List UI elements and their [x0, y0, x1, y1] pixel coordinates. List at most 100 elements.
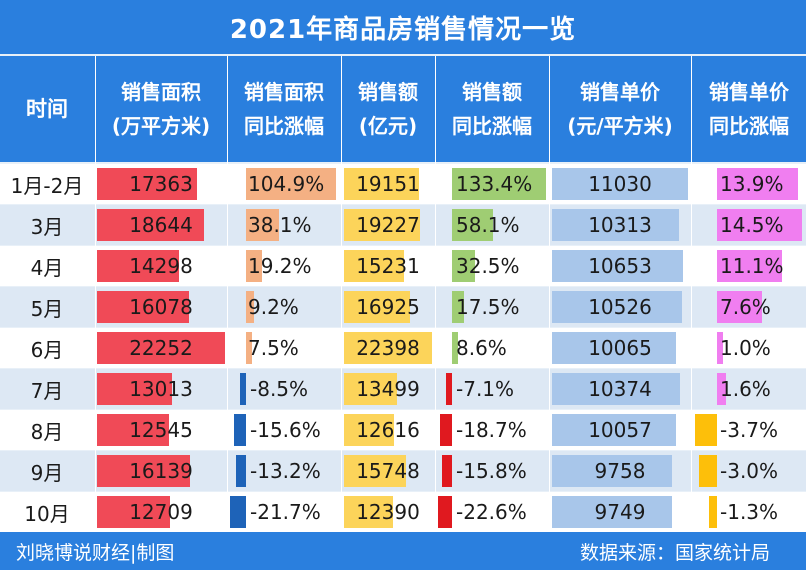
amount-yoy-bar: [452, 250, 475, 282]
area-yoy-bar: [230, 496, 246, 528]
month-cell: 1月-2月: [10, 173, 84, 198]
amount-yoy-value: -22.6%: [456, 500, 527, 524]
amount-bar: [344, 250, 404, 282]
header-amount-yoy-line1: 销售额: [462, 80, 522, 104]
column-divider: [95, 56, 96, 532]
area-yoy-bar: [234, 414, 246, 446]
amount-value: 19151: [356, 172, 420, 196]
amount-yoy-bar: [452, 332, 458, 364]
column-divider: [435, 56, 436, 532]
table-row: 10月 12709 -21.7% 12390 -22.6% 9749 -1.3%: [0, 492, 806, 532]
price-value: 10313: [588, 213, 652, 237]
price-value: 10374: [588, 377, 652, 401]
header-amount-line2: (亿元): [358, 114, 418, 138]
month-cell: 9月: [30, 460, 64, 485]
price-yoy-bar: [717, 373, 726, 405]
area-yoy-value: 104.9%: [248, 172, 325, 196]
price-bar: [552, 373, 680, 405]
header-area-line2: (万平方米): [111, 114, 211, 138]
area-bar: [97, 414, 169, 446]
area-yoy-bar: [246, 250, 262, 282]
amount-yoy-value: 58.1%: [456, 213, 520, 237]
area-yoy-bar: [246, 332, 252, 364]
area-value: 12709: [129, 500, 193, 524]
price-bar: [552, 250, 683, 282]
area-value: 17363: [129, 172, 193, 196]
area-yoy-bar: [246, 209, 279, 241]
table-row: 3月 18644 38.1% 19227 58.1% 10313 14.5%: [0, 205, 806, 245]
area-value: 22252: [129, 336, 193, 360]
amount-bar: [344, 455, 406, 487]
amount-yoy-bar: [452, 209, 493, 241]
month-cell: 8月: [30, 419, 64, 444]
header-price-yoy-line1: 销售单价: [709, 80, 789, 104]
amount-yoy-bar: [446, 373, 452, 405]
area-bar: [97, 168, 197, 200]
amount-value: 13499: [356, 377, 420, 401]
area-value: 14298: [129, 254, 193, 278]
amount-bar: [344, 168, 419, 200]
amount-value: 19227: [356, 213, 420, 237]
price-yoy-value: 13.9%: [720, 172, 784, 196]
footer-credit: 刘晓博说财经|制图: [16, 541, 175, 564]
amount-value: 12616: [356, 418, 420, 442]
price-yoy-value: 11.1%: [720, 254, 784, 278]
price-value: 10057: [588, 418, 652, 442]
area-value: 12545: [129, 418, 193, 442]
amount-value: 22398: [356, 336, 420, 360]
table-row: 1月-2月 17363 104.9% 19151 133.4% 11030 13.9%: [0, 164, 806, 204]
header-price-yoy: 销售单价 同比涨幅: [692, 56, 806, 162]
table-row: 8月 12545 -15.6% 12616 -18.7% 10057 -3.7%: [0, 410, 806, 450]
price-bar: [552, 168, 688, 200]
price-bar: [552, 332, 676, 364]
price-yoy-bar: [717, 291, 762, 323]
area-value: 13013: [129, 377, 193, 401]
area-yoy-value: -21.7%: [250, 500, 321, 524]
amount-yoy-bar: [442, 455, 452, 487]
amount-yoy-value: -18.7%: [456, 418, 527, 442]
header-amount-yoy: 销售额 同比涨幅: [436, 56, 548, 162]
amount-bar: [344, 373, 397, 405]
header-amount: 销售额 (亿元): [342, 56, 434, 162]
area-bar: [97, 209, 204, 241]
month-cell: 4月: [30, 255, 64, 280]
area-yoy-bar: [240, 373, 246, 405]
table-row: 7月 13013 -8.5% 13499 -7.1% 10374 1.6%: [0, 369, 806, 409]
price-value: 9749: [594, 500, 646, 524]
price-bar: [552, 291, 682, 323]
month-cell: 6月: [30, 337, 64, 362]
amount-yoy-bar: [440, 414, 452, 446]
area-yoy-bar: [236, 455, 246, 487]
price-bar: [552, 455, 672, 487]
price-yoy-bar: [709, 496, 717, 528]
price-yoy-value: 1.0%: [720, 336, 771, 360]
area-bar: [97, 455, 190, 487]
area-yoy-value: 9.2%: [248, 295, 299, 319]
area-yoy-value: -15.6%: [250, 418, 321, 442]
area-value: 16078: [129, 295, 193, 319]
header-time: 时间: [0, 56, 94, 162]
price-yoy-value: -3.0%: [720, 459, 779, 483]
amount-yoy-value: 8.6%: [456, 336, 507, 360]
area-value: 18644: [129, 213, 193, 237]
amount-yoy-bar: [452, 168, 546, 200]
amount-value: 15231: [356, 254, 420, 278]
price-yoy-bar: [699, 455, 717, 487]
amount-bar: [344, 332, 432, 364]
amount-value: 12390: [356, 500, 420, 524]
header-amount-yoy-line2: 同比涨幅: [452, 114, 532, 138]
amount-value: 16925: [356, 295, 420, 319]
month-cell: 5月: [30, 296, 64, 321]
amount-yoy-value: 133.4%: [456, 172, 533, 196]
price-yoy-bar: [717, 168, 798, 200]
month-cell: 10月: [24, 501, 70, 526]
area-yoy-bar: [246, 168, 336, 200]
price-bar: [552, 209, 679, 241]
area-yoy-value: 19.2%: [248, 254, 312, 278]
area-bar: [97, 373, 172, 405]
area-yoy-value: 7.5%: [248, 336, 299, 360]
price-value: 10065: [588, 336, 652, 360]
area-bar: [97, 496, 170, 528]
header-area-yoy-line1: 销售面积: [244, 80, 324, 104]
amount-yoy-value: -7.1%: [456, 377, 515, 401]
